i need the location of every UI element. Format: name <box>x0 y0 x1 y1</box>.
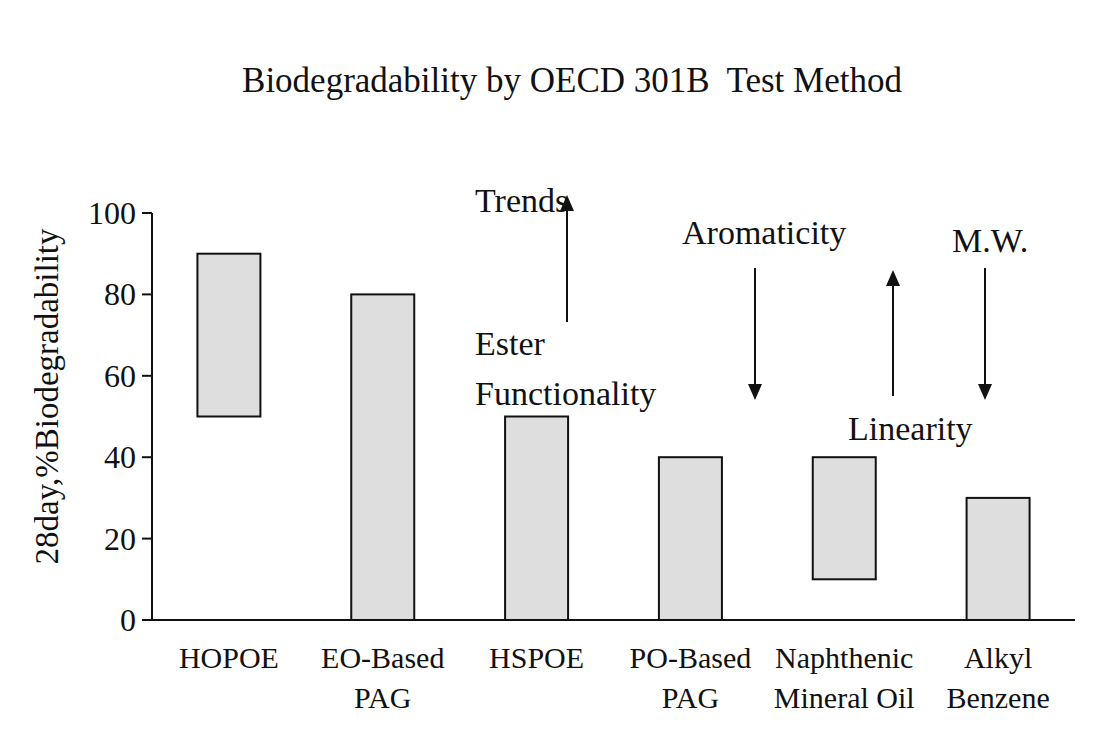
arrow-shaft <box>984 268 986 388</box>
arrow-head <box>978 384 992 400</box>
x-tick-label: PO-Based PAG <box>630 641 752 714</box>
annotation-line: Ester <box>475 325 546 362</box>
y-tick-label: 80 <box>104 276 136 312</box>
label-line: EO-Based <box>321 641 444 674</box>
bar <box>351 294 414 620</box>
y-tick <box>142 619 152 621</box>
x-tick-label: Alkyl Benzene <box>946 641 1049 714</box>
x-tick-label: Naphthenic Mineral Oil <box>774 641 915 714</box>
x-tick-label: HOPOE <box>179 641 279 674</box>
annotation: Aromaticity <box>682 214 846 251</box>
annotation-line: Functionality <box>475 375 656 412</box>
label-line: PO-Based <box>630 641 752 674</box>
arrow-head <box>560 195 574 211</box>
annotation: M.W. <box>952 222 1028 259</box>
y-tick <box>142 375 152 377</box>
label-line: HOPOE <box>179 641 279 674</box>
label-line: Mineral Oil <box>774 681 915 714</box>
chart: Biodegradability by OECD 301B Test Metho… <box>0 0 1117 751</box>
x-axis <box>152 619 1075 621</box>
y-tick-label: 100 <box>88 195 136 231</box>
arrow-head <box>748 384 762 400</box>
y-tick <box>142 293 152 295</box>
arrow-head <box>886 270 900 286</box>
bar <box>813 457 876 579</box>
annotation: Linearity <box>848 410 973 447</box>
y-tick-label: 20 <box>104 521 136 557</box>
y-axis-label: 28day,%Biodegradability <box>29 228 65 565</box>
bar <box>967 498 1030 620</box>
label-line: HSPOE <box>489 641 584 674</box>
label-line: PAG <box>354 681 411 714</box>
title: Biodegradability by OECD 301B Test Metho… <box>242 61 902 100</box>
bar <box>505 417 568 621</box>
arrow-shaft <box>754 268 756 388</box>
arrow-shaft <box>892 282 894 396</box>
bar <box>659 457 722 620</box>
x-tick-label: EO-Based PAG <box>321 641 444 714</box>
label-line: PAG <box>662 681 719 714</box>
y-tick <box>142 212 152 214</box>
bar <box>197 254 260 417</box>
y-tick-label: 60 <box>104 358 136 394</box>
label-line: Alkyl <box>964 641 1032 674</box>
annotation: Trends <box>475 182 568 219</box>
x-tick-label: HSPOE <box>489 641 584 674</box>
y-tick <box>142 538 152 540</box>
label-line: Benzene <box>946 681 1049 714</box>
label-line: Naphthenic <box>775 641 913 674</box>
y-tick <box>142 456 152 458</box>
y-tick-label: 0 <box>120 602 136 638</box>
y-axis <box>151 213 153 620</box>
arrow-shaft <box>566 207 568 322</box>
annotation: Ester Functionality <box>475 325 656 412</box>
y-tick-label: 40 <box>104 439 136 475</box>
